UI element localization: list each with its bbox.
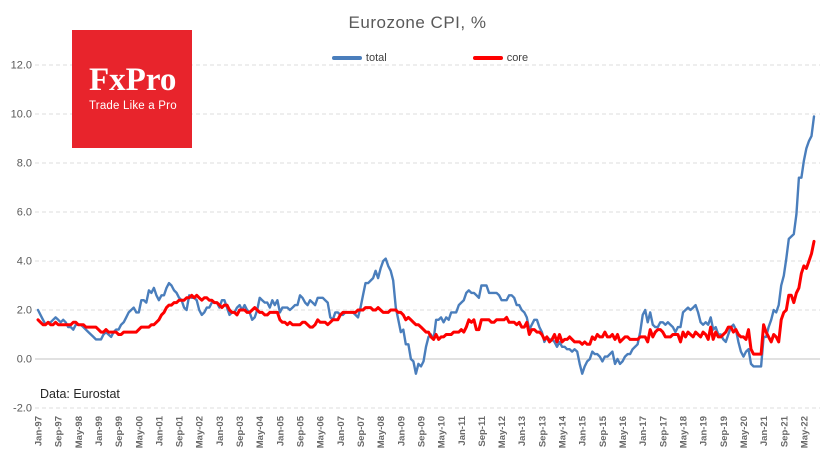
x-axis-tick-label: May-00 [134, 416, 145, 448]
x-axis-tick-label: Jan-03 [215, 416, 226, 446]
x-axis-tick-label: Sep-05 [296, 415, 307, 447]
x-axis-tick-label: May-08 [376, 416, 387, 448]
x-axis-tick-label: Jan-01 [154, 415, 165, 446]
y-axis-tick-label: 8.0 [17, 158, 32, 170]
legend-label-core: core [506, 52, 529, 64]
y-axis-tick-label: 2.0 [17, 305, 32, 317]
fxpro-logo: FxPro Trade Like a Pro [72, 30, 192, 148]
y-axis-tick-label: 10.0 [11, 109, 32, 121]
x-axis-tick-label: Sep-17 [658, 416, 669, 447]
x-axis-tick-label: May-04 [255, 415, 266, 448]
chart-legend: total core [0, 52, 835, 64]
total-line [36, 115, 816, 375]
y-axis-tick-label: -2.0 [13, 403, 32, 415]
x-axis-tick-label: Jan-21 [759, 415, 770, 446]
x-axis-tick-label: May-18 [678, 416, 689, 448]
x-axis-tick-label: Jan-07 [336, 416, 347, 446]
x-axis-tick-label: Sep-97 [54, 416, 65, 447]
x-axis-tick-label: Jan-05 [275, 415, 286, 446]
x-axis-tick-label: Sep-15 [598, 415, 609, 447]
x-axis-tick-label: Jan-15 [578, 415, 589, 446]
y-axis-tick-label: 4.0 [17, 256, 32, 268]
fxpro-logo-brand: FxPro [89, 62, 177, 98]
total-line-swatch [331, 56, 362, 60]
x-axis-tick-label: Sep-11 [477, 415, 488, 446]
data-source-note: Data: Eurostat [40, 387, 120, 401]
x-axis-tick-label: Jan-11 [457, 415, 468, 445]
x-axis-tick-label: Jan-99 [94, 416, 105, 446]
legend-label-total: total [365, 52, 387, 64]
x-axis-tick-label: May-06 [316, 416, 327, 448]
x-axis-tick-label: May-02 [195, 416, 206, 448]
y-axis-tick-label: 6.0 [17, 207, 32, 219]
x-axis-tick-label: Sep-99 [114, 416, 125, 447]
x-axis-tick-label: Sep-21 [779, 415, 790, 447]
x-axis-tick-label: May-16 [618, 416, 629, 448]
core-line [36, 239, 816, 356]
core-line-swatch [472, 56, 503, 60]
x-axis-tick-label: Sep-01 [175, 415, 186, 447]
legend-item-total: total [331, 52, 387, 64]
x-axis-tick-label: Sep-03 [235, 416, 246, 447]
legend-item-core: core [472, 52, 529, 64]
x-axis-tick-label: Sep-19 [719, 416, 730, 447]
x-axis-tick-label: Sep-09 [416, 416, 427, 447]
x-axis-tick-label: May-22 [799, 416, 810, 448]
y-axis-tick-label: 12.0 [11, 60, 32, 72]
x-axis-tick-label: Jan-19 [699, 416, 710, 446]
y-axis-tick-label: 0.0 [17, 354, 32, 366]
x-axis-tick-label: May-10 [437, 416, 448, 448]
fxpro-logo-tagline: Trade Like a Pro [89, 100, 177, 113]
x-axis-tick-label: Jan-97 [34, 416, 45, 446]
x-axis-tick-label: May-12 [497, 416, 508, 448]
x-axis-tick-label: May-98 [74, 416, 85, 448]
chart-title: Eurozone CPI, % [348, 13, 487, 32]
x-axis-tick-label: May-20 [739, 416, 750, 448]
x-axis-tick-label: Sep-13 [537, 416, 548, 447]
x-axis-tick-label: May-14 [558, 415, 569, 448]
x-axis-tick-label: Jan-13 [517, 416, 528, 446]
x-axis-tick-label: Jan-09 [396, 416, 407, 446]
x-axis-tick-label: Jan-17 [638, 416, 649, 446]
x-axis-tick-label: Sep-07 [356, 416, 367, 447]
